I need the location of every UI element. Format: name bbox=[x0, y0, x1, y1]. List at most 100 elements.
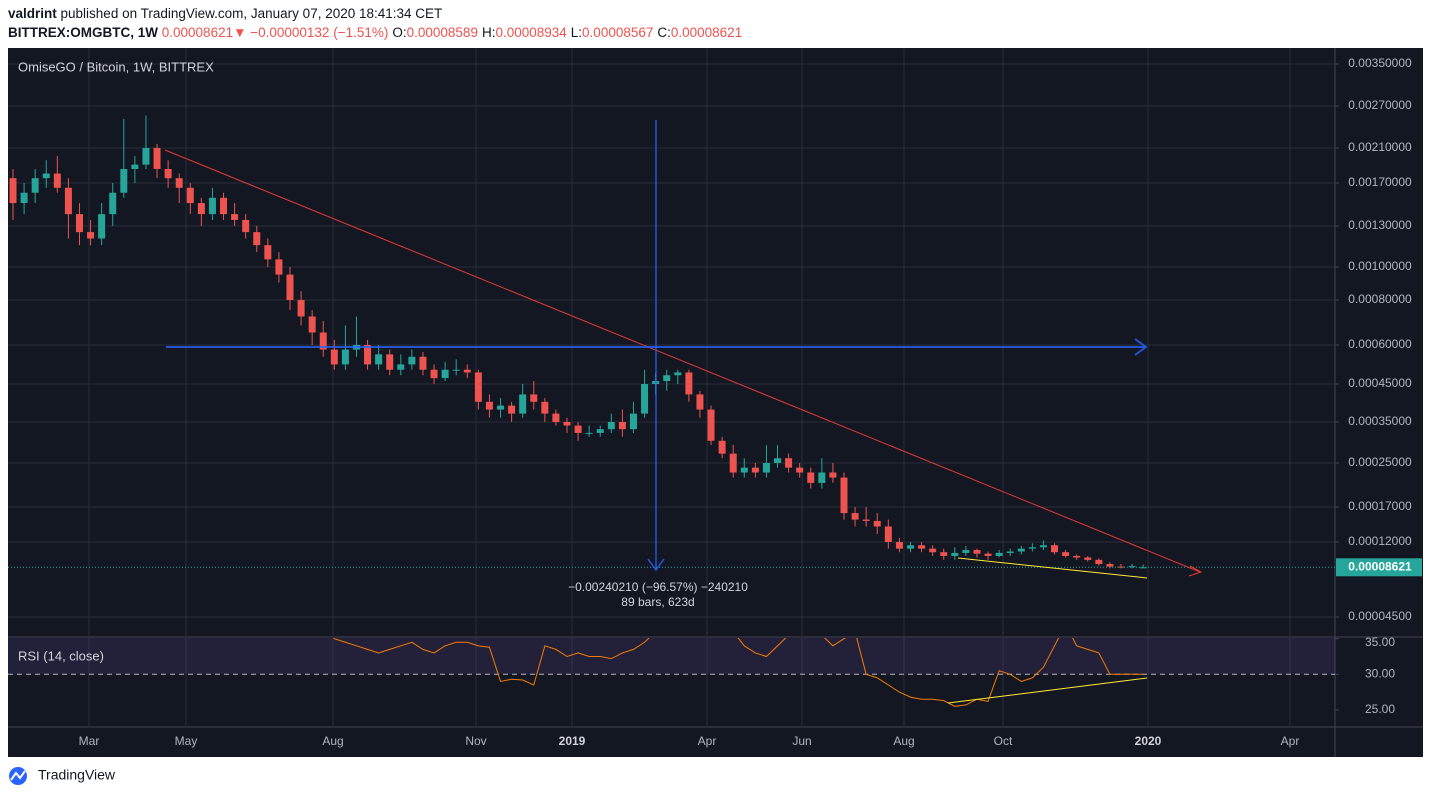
candle-body bbox=[497, 405, 505, 410]
candle-body bbox=[973, 550, 981, 554]
y-tick-label: 0.00060000 bbox=[1348, 337, 1412, 351]
candle-body bbox=[31, 178, 39, 193]
candle-body bbox=[197, 203, 205, 215]
candle-body bbox=[109, 192, 117, 215]
rsi-band bbox=[8, 638, 1335, 675]
x-tick-label: Apr bbox=[1281, 734, 1300, 748]
candle-body bbox=[585, 432, 593, 434]
ohlc-value: 0.00008567 bbox=[582, 25, 653, 40]
trend-arrow bbox=[1188, 565, 1203, 577]
symbol: BITTREX:OMGBTC, 1W bbox=[8, 25, 158, 40]
candle-body bbox=[641, 384, 649, 414]
y-tick-label: 0.00025000 bbox=[1348, 455, 1412, 469]
candle-body bbox=[663, 375, 671, 382]
candle-body bbox=[142, 148, 150, 165]
candle-body bbox=[873, 520, 881, 527]
y-tick-label: 0.00012000 bbox=[1348, 534, 1412, 548]
candle-body bbox=[408, 356, 416, 365]
candle-body bbox=[1106, 563, 1114, 567]
candle-body bbox=[918, 545, 926, 549]
direction: ▼ bbox=[233, 25, 246, 40]
change: −0.00000132 (−1.51%) bbox=[250, 25, 388, 40]
y-tick-label: 35.00 bbox=[1365, 635, 1395, 649]
candle-body bbox=[984, 553, 992, 556]
x-tick-label: Aug bbox=[322, 734, 343, 748]
candle-body bbox=[463, 369, 471, 373]
candle-body bbox=[785, 458, 793, 468]
candle-body bbox=[131, 164, 139, 169]
candle-body bbox=[397, 364, 405, 370]
candle-body bbox=[1084, 557, 1092, 560]
y-tick-label: 0.00130000 bbox=[1348, 218, 1412, 232]
candle-body bbox=[164, 168, 172, 179]
candle-body bbox=[807, 472, 815, 483]
x-tick-label: Aug bbox=[893, 734, 914, 748]
chart-bg bbox=[8, 48, 1423, 757]
last-price-box bbox=[1336, 558, 1422, 577]
candle-body bbox=[9, 178, 17, 204]
candle-body bbox=[707, 409, 715, 441]
published: published on TradingView.com, January 07… bbox=[61, 6, 443, 21]
rsi-line bbox=[333, 638, 1144, 707]
candle-body bbox=[541, 401, 549, 414]
symbol-line: BITTREX:OMGBTC, 1W 0.00008621 ▼ −0.000001… bbox=[8, 25, 742, 40]
candle-body bbox=[330, 349, 338, 365]
brand: TradingView bbox=[38, 767, 116, 783]
level-arrow bbox=[1134, 338, 1148, 356]
x-tick-label: 2019 bbox=[559, 734, 586, 748]
candle-body bbox=[1062, 552, 1070, 556]
candle-body bbox=[242, 219, 250, 233]
ohlc-value: 0.00008621 bbox=[671, 25, 742, 40]
candle-body bbox=[386, 354, 394, 370]
candle-body bbox=[264, 245, 272, 260]
candle-body bbox=[563, 422, 571, 426]
candle-body bbox=[607, 422, 615, 430]
candle-body bbox=[674, 372, 682, 376]
rsi-divergence-line bbox=[947, 677, 1148, 704]
y-tick-label: 0.00035000 bbox=[1348, 414, 1412, 428]
candle-body bbox=[452, 369, 460, 371]
ohlc-value: 0.00008589 bbox=[407, 25, 478, 40]
candle-body bbox=[1039, 545, 1047, 548]
candle-body bbox=[929, 548, 937, 553]
y-tick-label: 0.00170000 bbox=[1348, 175, 1412, 189]
y-tick-label: 0.00270000 bbox=[1348, 98, 1412, 112]
y-tick-label: 0.00210000 bbox=[1348, 140, 1412, 154]
candle-body bbox=[1051, 545, 1059, 553]
byline: valdrint published on TradingView.com, J… bbox=[8, 6, 442, 21]
ohlc-label: H: bbox=[482, 25, 496, 40]
candle-body bbox=[186, 187, 194, 204]
ohlc-label: O: bbox=[392, 25, 406, 40]
x-tick-label: 2020 bbox=[1135, 734, 1162, 748]
candle-body bbox=[940, 552, 948, 556]
y-tick-label: 0.00045000 bbox=[1348, 376, 1412, 390]
candle-body bbox=[1095, 559, 1103, 564]
candle-body bbox=[851, 513, 859, 520]
candle-body bbox=[275, 259, 283, 275]
candle-body bbox=[308, 316, 316, 333]
candle-body bbox=[430, 369, 438, 379]
candle-body bbox=[319, 332, 327, 350]
candle-body bbox=[220, 197, 228, 215]
x-tick-label: Oct bbox=[994, 734, 1013, 748]
candle-body bbox=[341, 349, 349, 365]
candle-body bbox=[574, 425, 582, 433]
candle-body bbox=[696, 394, 704, 410]
candle-body bbox=[42, 173, 50, 179]
candle-body bbox=[364, 345, 372, 365]
candle-body bbox=[796, 467, 804, 473]
candle-body bbox=[1128, 566, 1136, 568]
candle-body bbox=[53, 173, 61, 188]
support-line bbox=[957, 557, 1148, 579]
trend-line bbox=[164, 149, 1201, 573]
y-tick-label: 25.00 bbox=[1365, 702, 1395, 716]
candle-body bbox=[685, 372, 693, 395]
candle-body bbox=[552, 413, 560, 422]
candle-body bbox=[1006, 551, 1014, 553]
candle-body bbox=[286, 274, 294, 300]
candle-body bbox=[175, 178, 183, 188]
candle-body bbox=[840, 477, 848, 514]
logo-mark bbox=[10, 770, 26, 781]
candle-body bbox=[1139, 567, 1147, 569]
